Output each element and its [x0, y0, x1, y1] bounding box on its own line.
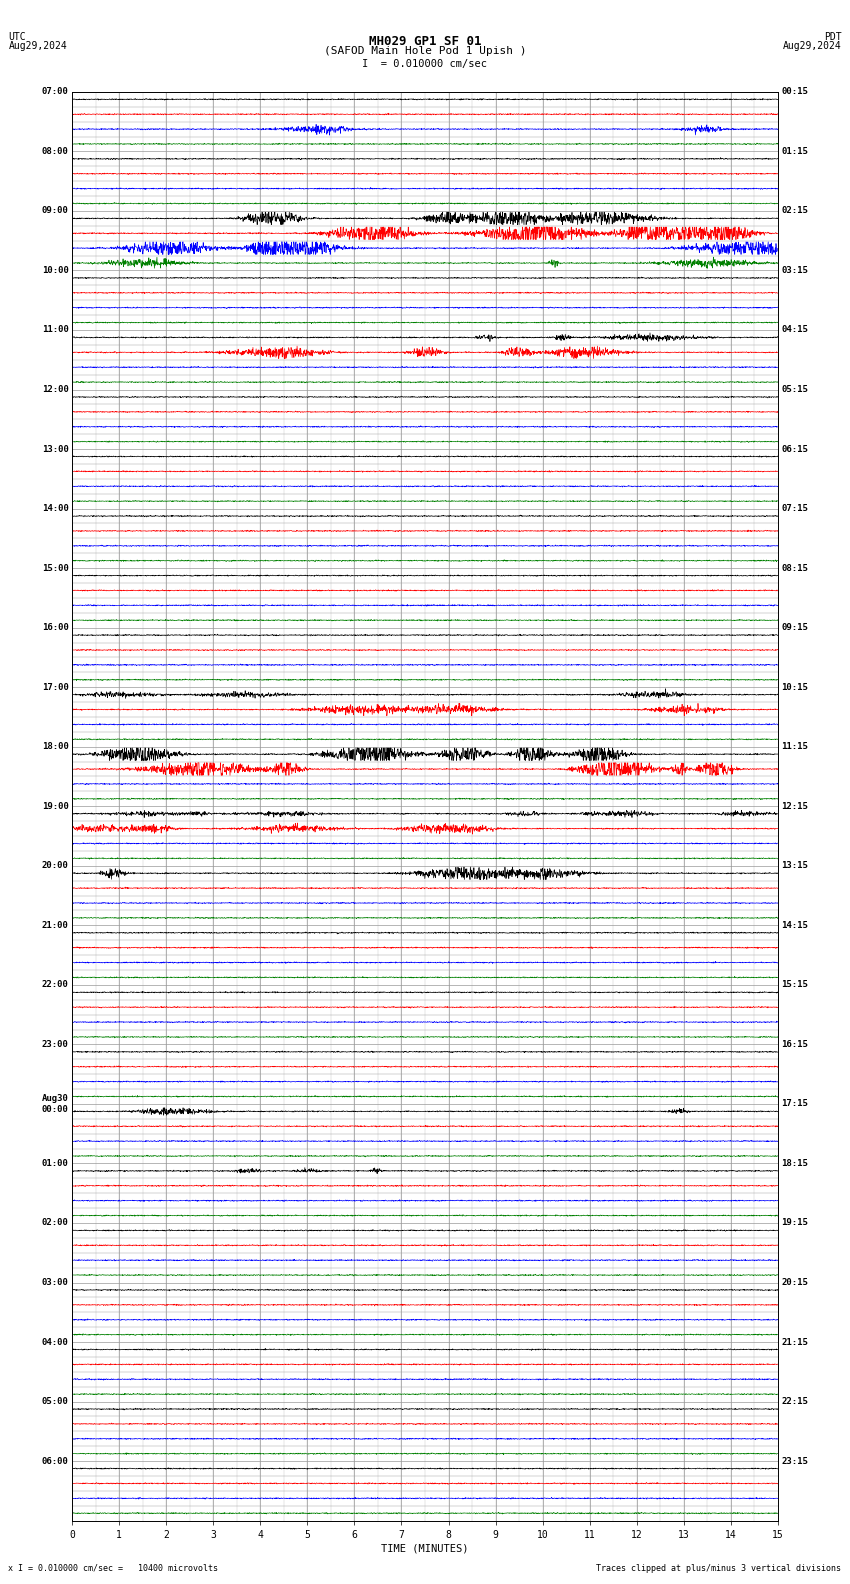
Text: 09:15: 09:15	[781, 623, 808, 632]
Text: Aug29,2024: Aug29,2024	[783, 41, 842, 51]
Text: 06:00: 06:00	[42, 1457, 69, 1465]
Text: 08:15: 08:15	[781, 564, 808, 573]
Text: 17:00: 17:00	[42, 683, 69, 692]
Text: 04:00: 04:00	[42, 1337, 69, 1346]
Text: 16:15: 16:15	[781, 1039, 808, 1049]
Text: 01:00: 01:00	[42, 1159, 69, 1167]
Text: 00:15: 00:15	[781, 87, 808, 97]
Text: 10:00: 10:00	[42, 266, 69, 276]
Text: 21:15: 21:15	[781, 1337, 808, 1346]
Text: 04:15: 04:15	[781, 325, 808, 334]
X-axis label: TIME (MINUTES): TIME (MINUTES)	[382, 1544, 468, 1554]
Text: 18:15: 18:15	[781, 1159, 808, 1167]
Text: 12:15: 12:15	[781, 802, 808, 811]
Text: 15:15: 15:15	[781, 980, 808, 990]
Text: 11:00: 11:00	[42, 325, 69, 334]
Text: 19:00: 19:00	[42, 802, 69, 811]
Text: 12:00: 12:00	[42, 385, 69, 394]
Text: 07:15: 07:15	[781, 504, 808, 513]
Text: 11:15: 11:15	[781, 743, 808, 751]
Text: MH029 GP1 SF 01: MH029 GP1 SF 01	[369, 35, 481, 48]
Text: 08:00: 08:00	[42, 147, 69, 155]
Text: 22:15: 22:15	[781, 1397, 808, 1407]
Text: 23:00: 23:00	[42, 1039, 69, 1049]
Text: 05:00: 05:00	[42, 1397, 69, 1407]
Text: PDT: PDT	[824, 32, 842, 41]
Text: 20:15: 20:15	[781, 1278, 808, 1288]
Text: 14:15: 14:15	[781, 920, 808, 930]
Text: 05:15: 05:15	[781, 385, 808, 394]
Text: 02:00: 02:00	[42, 1218, 69, 1228]
Text: 23:15: 23:15	[781, 1457, 808, 1465]
Text: (SAFOD Main Hole Pod 1 Upish ): (SAFOD Main Hole Pod 1 Upish )	[324, 46, 526, 55]
Text: 10:15: 10:15	[781, 683, 808, 692]
Text: 19:15: 19:15	[781, 1218, 808, 1228]
Text: UTC: UTC	[8, 32, 26, 41]
Text: 14:00: 14:00	[42, 504, 69, 513]
Text: 13:15: 13:15	[781, 862, 808, 870]
Text: 20:00: 20:00	[42, 862, 69, 870]
Text: 21:00: 21:00	[42, 920, 69, 930]
Text: 18:00: 18:00	[42, 743, 69, 751]
Text: 15:00: 15:00	[42, 564, 69, 573]
Text: 02:15: 02:15	[781, 206, 808, 215]
Text: 22:00: 22:00	[42, 980, 69, 990]
Text: 06:15: 06:15	[781, 445, 808, 453]
Text: 01:15: 01:15	[781, 147, 808, 155]
Text: 07:00: 07:00	[42, 87, 69, 97]
Text: 13:00: 13:00	[42, 445, 69, 453]
Text: 03:15: 03:15	[781, 266, 808, 276]
Text: I  = 0.010000 cm/sec: I = 0.010000 cm/sec	[362, 59, 488, 68]
Text: 03:00: 03:00	[42, 1278, 69, 1288]
Text: 16:00: 16:00	[42, 623, 69, 632]
Text: x I = 0.010000 cm/sec =   10400 microvolts: x I = 0.010000 cm/sec = 10400 microvolts	[8, 1563, 218, 1573]
Text: Aug29,2024: Aug29,2024	[8, 41, 67, 51]
Text: Traces clipped at plus/minus 3 vertical divisions: Traces clipped at plus/minus 3 vertical …	[597, 1563, 842, 1573]
Text: 09:00: 09:00	[42, 206, 69, 215]
Text: 17:15: 17:15	[781, 1099, 808, 1109]
Text: Aug30
00:00: Aug30 00:00	[42, 1095, 69, 1114]
